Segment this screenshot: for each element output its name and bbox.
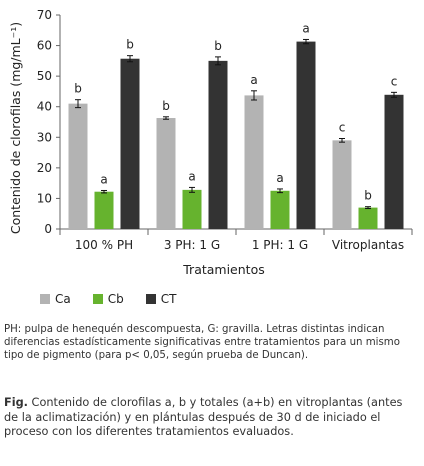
bar-ca [156, 118, 176, 229]
significance-letter: b [162, 99, 170, 113]
y-tick-label: 0 [44, 222, 52, 236]
legend-item-cb: Cb [92, 292, 124, 306]
bar-cb [94, 191, 114, 229]
significance-letter: a [302, 21, 309, 35]
y-tick-label: 30 [37, 130, 52, 144]
legend-label-ct: CT [160, 292, 177, 306]
bar-cb [358, 207, 378, 229]
chart-marks: b b a c a a a b b b a c [68, 21, 404, 230]
bar-ca [244, 95, 264, 229]
legend-swatch-ca [40, 294, 50, 304]
x-axis-label: Tratamientos [182, 262, 264, 277]
significance-letter: a [276, 171, 283, 185]
bar-cb [270, 190, 290, 229]
significance-letter: b [214, 39, 222, 53]
chart-axes: 0 10 20 30 40 50 60 70 100 % PH 3 PH: 1 G 1 PH: 1 … [37, 8, 413, 252]
bar-ct [120, 58, 140, 229]
x-tick-label: 3 PH: 1 G [164, 238, 220, 252]
footnote: PH: pulpa de henequén descompuesta, G: g… [4, 324, 400, 361]
bar-cb [182, 189, 202, 229]
significance-letter: b [74, 82, 82, 96]
bar-ct [296, 41, 316, 230]
y-tick-label: 40 [37, 100, 52, 114]
bar-ca [332, 140, 352, 229]
y-axis-label: Contenido de clorofilas (mg/mL⁻¹) [8, 22, 23, 234]
bar-ct [384, 94, 404, 229]
significance-letter: b [364, 189, 372, 203]
significance-letter: a [188, 169, 195, 183]
y-tick-label: 10 [37, 191, 52, 205]
significance-letter: c [339, 121, 346, 135]
legend-label-ca: Ca [55, 292, 71, 306]
y-tick-label: 70 [37, 8, 52, 22]
legend-label-cb: Cb [107, 292, 124, 306]
y-tick-label: 50 [37, 69, 52, 83]
caption-label: Fig. [4, 396, 28, 409]
x-tick-label: 1 PH: 1 G [252, 238, 308, 252]
significance-letter: c [391, 74, 398, 88]
caption-text: Contenido de clorofilas a, b y totales (… [4, 396, 403, 438]
legend-swatch-cb [92, 294, 103, 304]
significance-letter: a [100, 172, 107, 186]
significance-letter: b [126, 38, 134, 52]
legend-item-ct: CT [145, 292, 177, 306]
chart-legend: Ca Cb CT [40, 292, 176, 306]
x-tick-label: Vitroplantas [332, 238, 404, 252]
bar-ct [208, 60, 228, 229]
y-tick-label: 20 [37, 161, 52, 175]
significance-letter: a [250, 73, 257, 87]
x-tick-label: 100 % PH [75, 238, 133, 252]
figure-caption: Fig. Contenido de clorofilas a, b y tota… [4, 396, 418, 440]
legend-swatch-ct [145, 294, 156, 304]
y-tick-label: 60 [37, 39, 52, 53]
bar-ca [68, 103, 88, 229]
bar-chart: 0 10 20 30 40 50 60 70 100 % PH 3 PH: 1 G 1 PH: 1 … [8, 8, 413, 277]
legend-item-ca: Ca [40, 292, 71, 306]
